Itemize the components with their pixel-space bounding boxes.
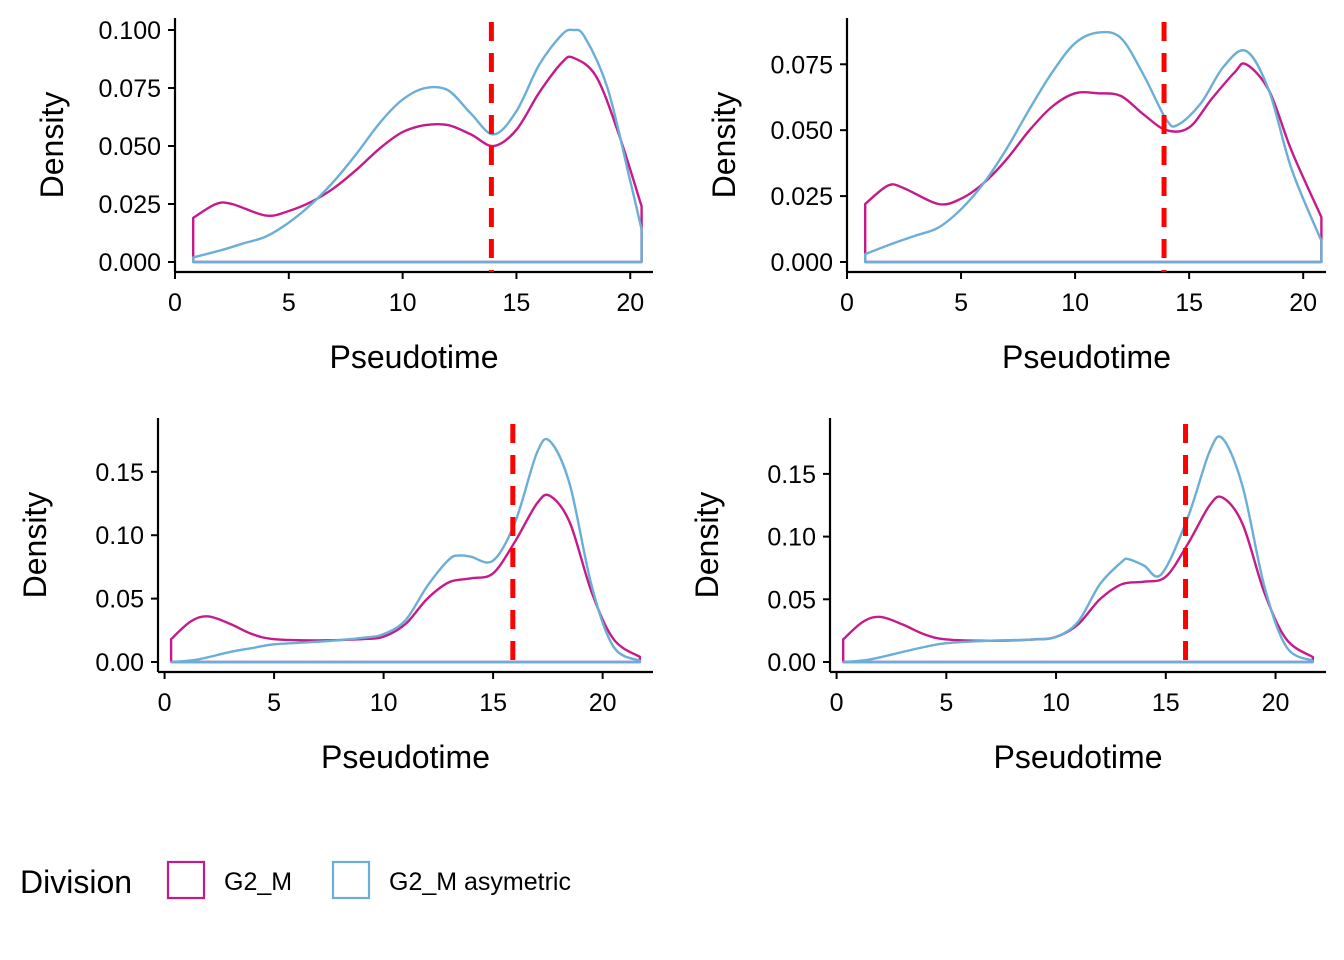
x-tick-label: 20 (1262, 689, 1290, 717)
y-tick-label: 0.05 (95, 586, 144, 614)
y-tick-label: 0.000 (98, 249, 161, 277)
density-curve-g2m-asymetric (169, 437, 642, 664)
y-axis-title: Density (689, 492, 725, 599)
y-tick-label: 0.05 (767, 586, 816, 614)
density-curve-g2m (192, 55, 643, 264)
panel-2: 0.000 0.025 0.050 0.075 0 5 10 15 20 Pseudotime De… (706, 18, 1326, 375)
panel-1: 0.000 0.025 0.050 0.075 0.100 0 5 10 15 20 Pseudot… (34, 17, 653, 375)
y-tick-label: 0.15 (95, 459, 144, 487)
y-tick-label: 0.075 (770, 51, 833, 79)
x-axis-title: Pseudotime (330, 339, 499, 375)
x-tick-label: 15 (1152, 689, 1180, 717)
y-tick-label: 0.100 (98, 17, 161, 45)
x-tick-label: 0 (840, 289, 854, 317)
legend-label-g2m-asymetric: G2_M asymetric (389, 868, 571, 896)
y-tick-label: 0.050 (98, 133, 161, 161)
x-tick-label: 0 (830, 689, 844, 717)
x-axis-title: Pseudotime (321, 739, 490, 775)
density-curve-g2m-asymetric (192, 28, 643, 264)
y-tick-label: 0.15 (767, 461, 816, 489)
legend-label-g2m: G2_M (224, 868, 292, 896)
y-tick-label: 0.025 (98, 191, 161, 219)
legend-title: Division (20, 864, 132, 900)
legend-key-g2m-asymetric (331, 860, 371, 900)
y-tick-label: 0.00 (95, 649, 144, 677)
x-tick-label: 20 (1289, 289, 1317, 317)
x-tick-label: 5 (267, 689, 281, 717)
panel-3: 0.00 0.05 0.10 0.15 0 5 10 15 20 Pseudotime Densit… (17, 418, 653, 775)
x-tick-label: 15 (1175, 289, 1203, 317)
x-tick-label: 10 (1061, 289, 1089, 317)
density-curve-g2m (864, 62, 1323, 264)
x-tick-label: 5 (954, 289, 968, 317)
y-tick-label: 0.10 (95, 522, 144, 550)
legend: Division G2_M G2_M asymetric (20, 860, 571, 900)
panel-4: 0.00 0.05 0.10 0.15 0 5 10 15 20 Pseudotime Densit… (689, 418, 1326, 775)
y-tick-label: 0.00 (767, 649, 816, 677)
x-tick-label: 10 (389, 289, 417, 317)
x-tick-label: 10 (370, 689, 398, 717)
y-axis-title: Density (17, 492, 53, 599)
x-tick-label: 10 (1042, 689, 1070, 717)
y-tick-label: 0.025 (770, 183, 833, 211)
y-tick-label: 0.000 (770, 249, 833, 277)
density-curve-g2m (842, 495, 1314, 664)
x-axis-title: Pseudotime (994, 739, 1163, 775)
density-curve-g2m-asymetric (864, 30, 1323, 264)
x-axis-title: Pseudotime (1002, 339, 1171, 375)
y-axis-title: Density (34, 92, 70, 199)
y-axis-title: Density (706, 92, 742, 199)
density-curve-g2m (169, 493, 642, 664)
x-tick-label: 5 (939, 689, 953, 717)
x-tick-label: 15 (503, 289, 531, 317)
x-tick-label: 20 (616, 289, 644, 317)
x-tick-label: 0 (158, 689, 172, 717)
x-tick-label: 0 (168, 289, 182, 317)
x-tick-label: 15 (479, 689, 507, 717)
y-tick-label: 0.075 (98, 75, 161, 103)
x-tick-label: 5 (282, 289, 296, 317)
y-tick-label: 0.10 (767, 524, 816, 552)
x-tick-label: 20 (589, 689, 617, 717)
y-tick-label: 0.050 (770, 117, 833, 145)
legend-key-g2m (166, 860, 206, 900)
density-curve-g2m-asymetric (842, 435, 1314, 664)
